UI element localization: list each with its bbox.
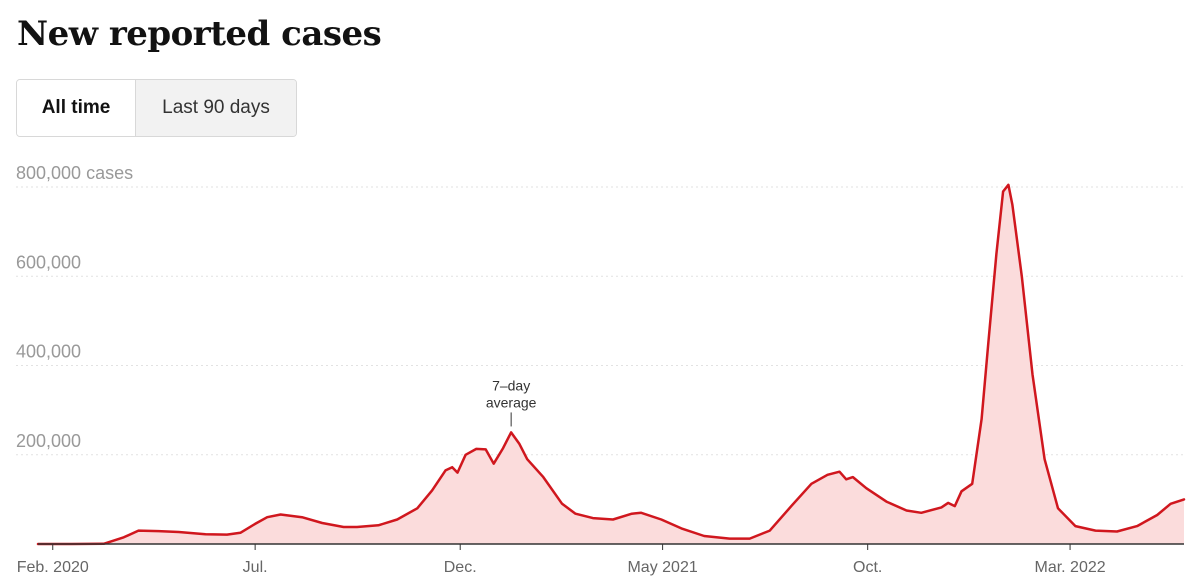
annotation-label-line1: 7–day	[492, 377, 530, 393]
x-tick-label: May 2021	[627, 559, 697, 576]
annotation-label-line2: average	[486, 394, 537, 410]
time-range-toggle: All time Last 90 days	[16, 79, 297, 137]
x-tick-label: Jul.	[243, 559, 268, 576]
x-tick-label: Oct.	[853, 559, 882, 576]
x-tick-label: Dec.	[444, 559, 477, 576]
y-tick-label: 200,000	[16, 431, 81, 451]
last-90-days-button[interactable]: Last 90 days	[135, 80, 296, 136]
x-tick-label: Mar. 2022	[1034, 559, 1105, 576]
seven-day-average-annotation: 7–day average	[486, 377, 537, 427]
y-tick-label: 600,000	[16, 252, 81, 272]
all-time-button[interactable]: All time	[17, 80, 135, 136]
y-axis-ticks: 200,000 400,000 600,000 800,000 cases	[16, 163, 133, 451]
x-tick-label: Feb. 2020	[17, 559, 89, 576]
y-tick-label: 400,000	[16, 342, 81, 362]
cases-area	[38, 184, 1184, 545]
y-tick-label: 800,000 cases	[16, 163, 133, 183]
cases-line	[36, 183, 1186, 546]
x-axis-ticks: Feb. 2020 Jul. Dec. May 2021 Oct. Mar. 2022	[17, 544, 1106, 576]
page-title: New reported cases	[17, 14, 382, 54]
